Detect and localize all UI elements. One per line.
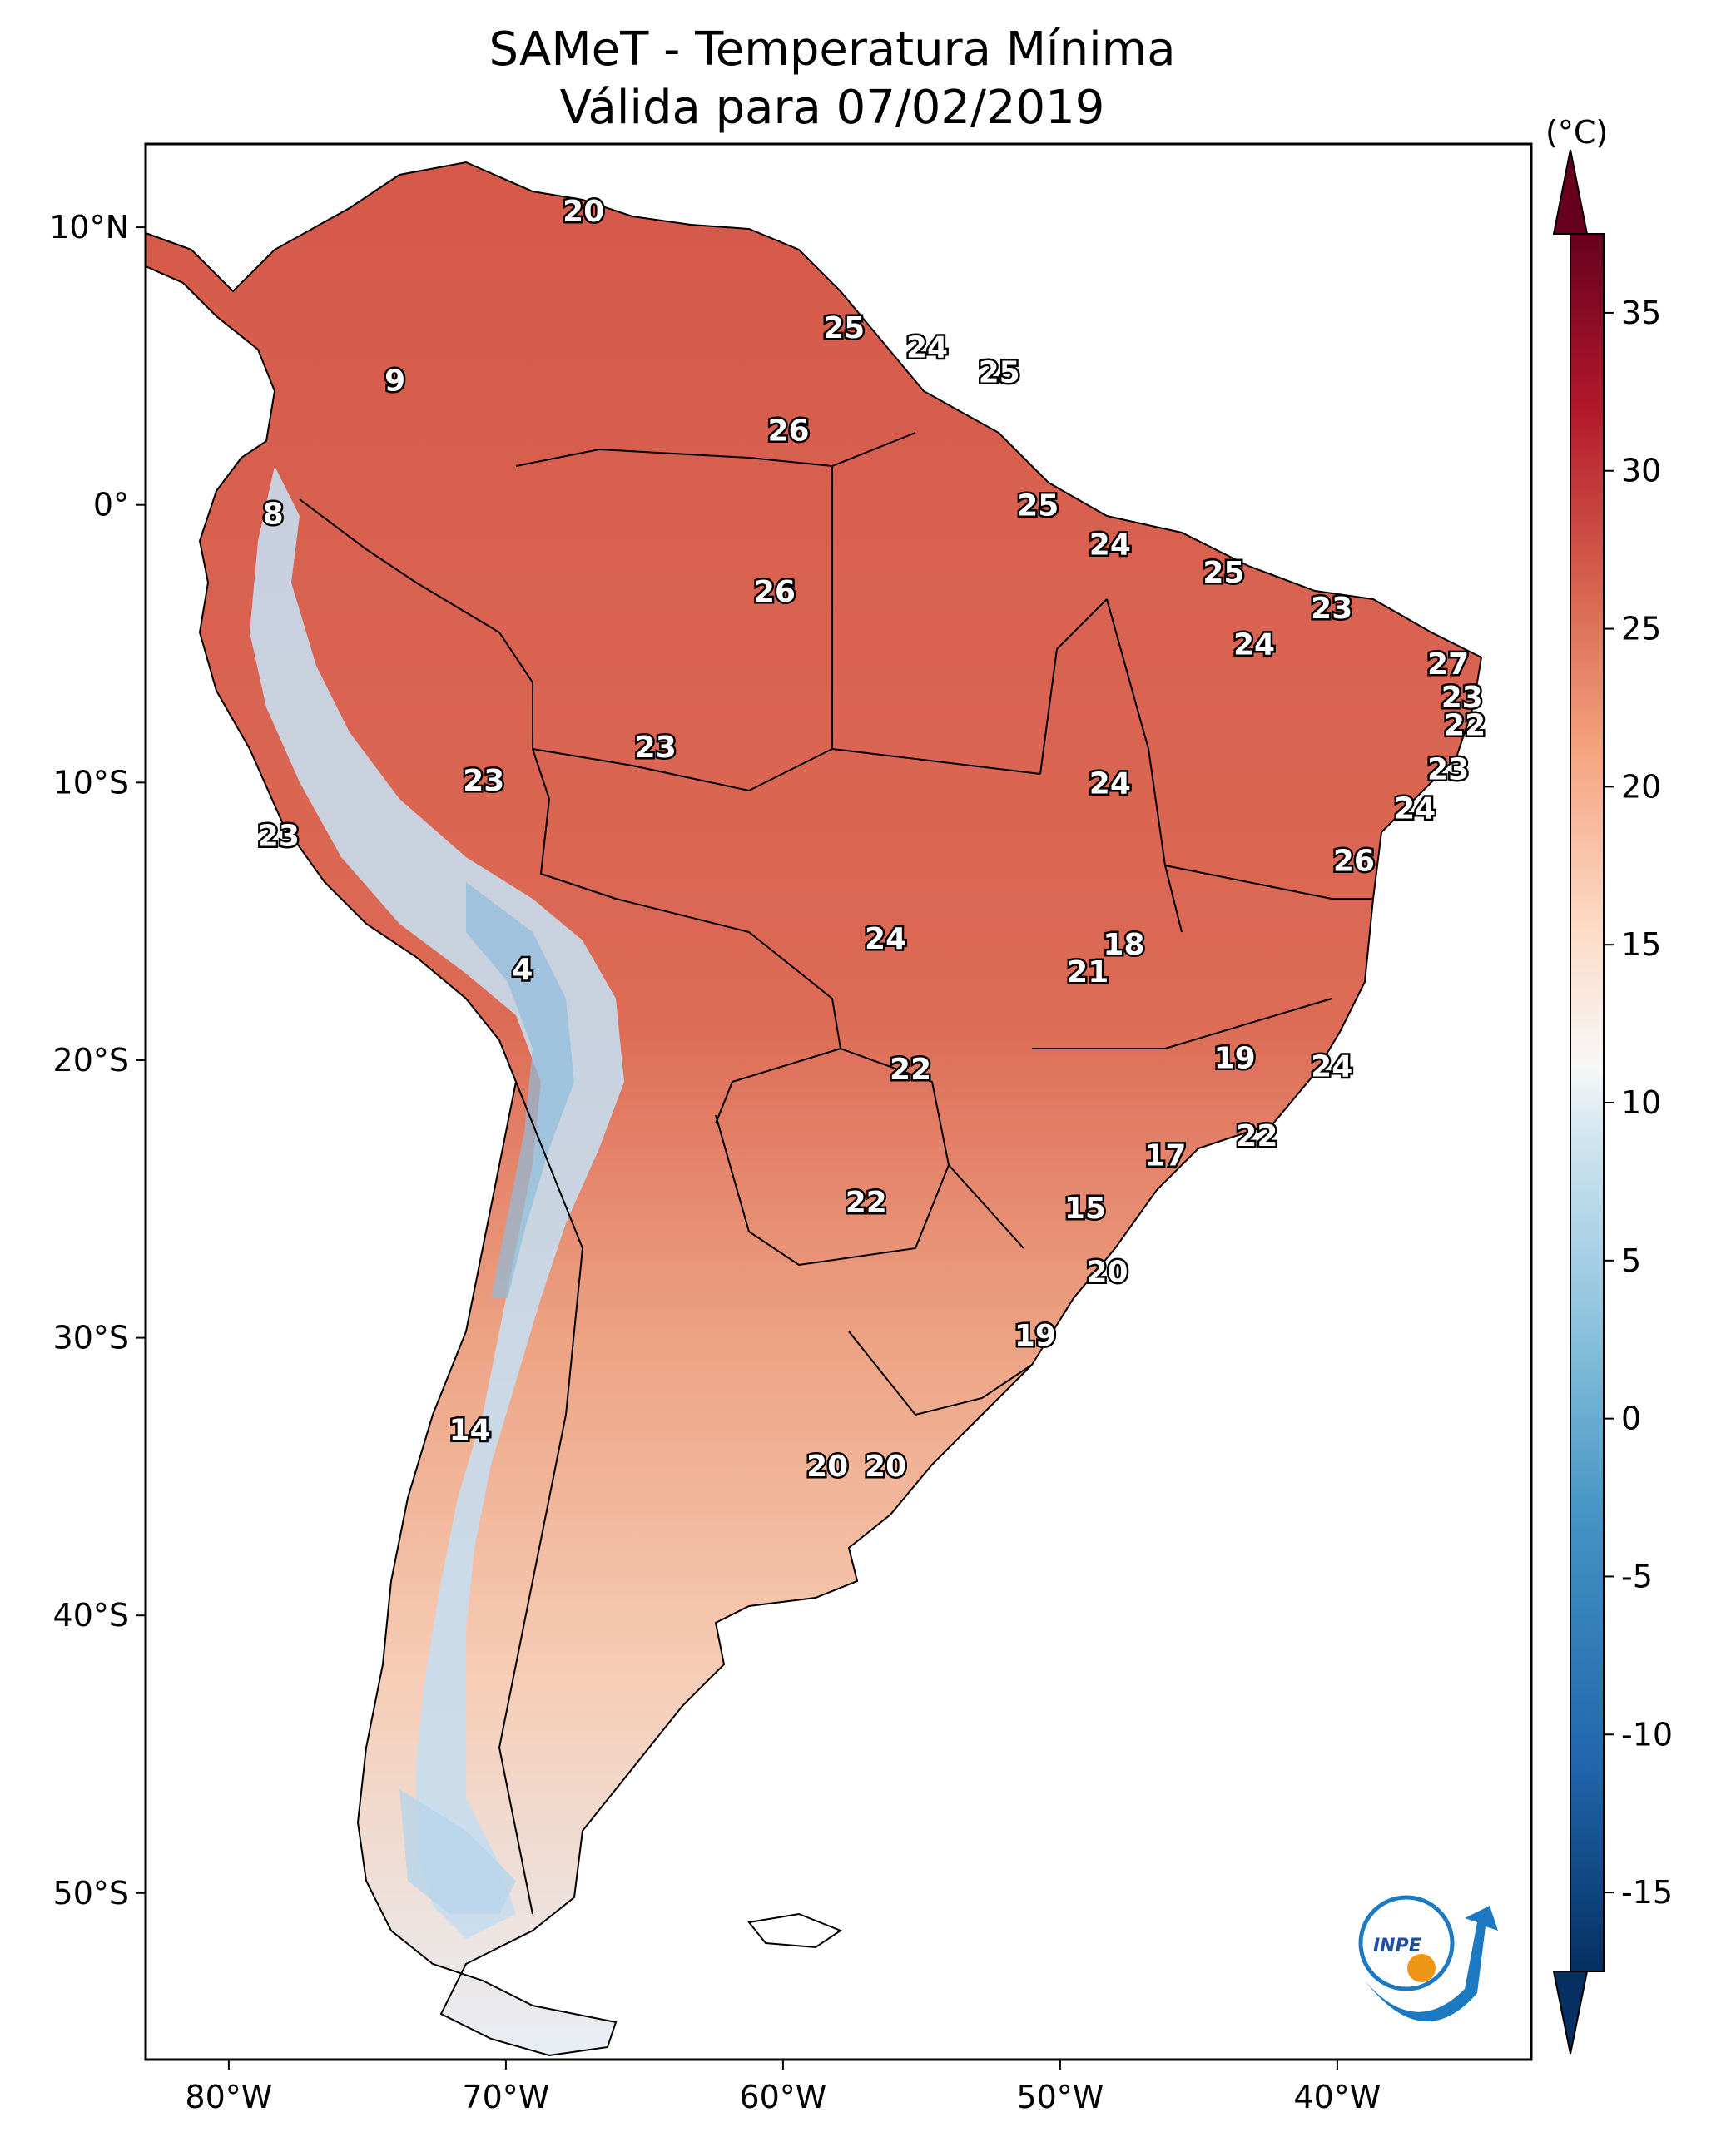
logo-ring bbox=[1358, 1895, 1455, 1991]
temperature-label: 20 bbox=[1086, 1256, 1128, 1290]
colorbar-tick-label: -10 bbox=[1621, 1716, 1673, 1753]
temperature-label: 25 bbox=[979, 356, 1020, 390]
andes-cold-band bbox=[250, 466, 624, 1939]
logo-text: INPE bbox=[1373, 1936, 1421, 1956]
temperature-label: 24 bbox=[865, 922, 906, 956]
colorbar-gradient bbox=[1570, 233, 1605, 1972]
temperature-label: 4 bbox=[512, 953, 533, 987]
lon-tick-label: 40°W bbox=[1293, 2079, 1381, 2115]
south-america-landmass bbox=[146, 161, 1483, 2057]
colorbar-tick-label: -5 bbox=[1621, 1558, 1653, 1594]
map-title: SAMeT - Temperatura Mínima bbox=[489, 22, 1175, 77]
temperature-label: 26 bbox=[754, 575, 796, 609]
temperature-label: 23 bbox=[1441, 681, 1483, 715]
temperature-label: 21 bbox=[1067, 955, 1109, 989]
temperature-label: 20 bbox=[865, 1450, 906, 1484]
lat-tick-label: 30°S bbox=[53, 1320, 129, 1356]
colorbar: (°C) 35 30 25 20 15 10 5 0 -5 -10 -15 bbox=[1545, 114, 1673, 2055]
colorbar-tick-label: 25 bbox=[1621, 611, 1661, 647]
lon-tick-label: 50°W bbox=[1016, 2079, 1104, 2115]
temperature-label: 24 bbox=[1311, 1050, 1352, 1084]
logo-arc bbox=[1365, 1906, 1498, 2022]
temperature-label: 8 bbox=[263, 498, 284, 532]
temperature-label: 19 bbox=[1214, 1042, 1256, 1076]
lon-tick-label: 80°W bbox=[185, 2079, 272, 2115]
temperature-label: 14 bbox=[449, 1414, 491, 1448]
temperature-label: 25 bbox=[1017, 489, 1059, 523]
lat-tick-label: 20°S bbox=[53, 1042, 129, 1078]
temperature-label: 9 bbox=[384, 364, 405, 399]
map-subtitle: Válida para 07/02/2019 bbox=[560, 81, 1105, 135]
logo-dot bbox=[1407, 1954, 1436, 1982]
latitude-labels: 10°N 0° 10°S 20°S 30°S 40°S 50°S bbox=[49, 209, 146, 1912]
temperature-label: 25 bbox=[823, 311, 865, 345]
country-borders bbox=[299, 432, 1373, 1915]
temperature-label: 23 bbox=[258, 820, 300, 854]
map-frame bbox=[144, 142, 1533, 2061]
colorbar-tick-label: 20 bbox=[1621, 768, 1661, 805]
colorbar-tick-label: 35 bbox=[1621, 295, 1661, 331]
lat-tick-label: 10°S bbox=[53, 764, 129, 801]
colorbar-bottom-arrow bbox=[1552, 1971, 1589, 2055]
lat-tick-label: 10°N bbox=[49, 209, 129, 245]
lon-tick-label: 60°W bbox=[739, 2079, 826, 2115]
colorbar-tick-label: 10 bbox=[1621, 1084, 1661, 1121]
temperature-label: 26 bbox=[768, 414, 810, 449]
temperature-label: 24 bbox=[1089, 766, 1131, 801]
colorbar-tick-label: -15 bbox=[1621, 1874, 1673, 1911]
temperature-label: 23 bbox=[1311, 592, 1352, 626]
map-area bbox=[146, 161, 1483, 2057]
colorbar-top-arrow bbox=[1552, 149, 1589, 235]
lon-tick-label: 70°W bbox=[462, 2079, 549, 2115]
temperature-label: 24 bbox=[1233, 628, 1275, 662]
inpe-logo: INPE bbox=[1358, 1895, 1498, 2022]
temperature-label: 27 bbox=[1427, 647, 1469, 682]
temperature-label: 22 bbox=[1444, 708, 1486, 742]
temperature-label: 24 bbox=[906, 331, 948, 365]
andes-colder-core bbox=[466, 882, 574, 1298]
patagonia-cool bbox=[399, 1789, 516, 1914]
temperature-label: 25 bbox=[1203, 556, 1244, 590]
colorbar-unit: (°C) bbox=[1545, 114, 1608, 151]
temperature-label: 22 bbox=[1236, 1119, 1277, 1153]
colorbar-tick-label: 15 bbox=[1621, 926, 1661, 963]
temperature-label: 18 bbox=[1103, 928, 1144, 962]
temperature-label: 17 bbox=[1144, 1138, 1186, 1173]
temperature-label: 26 bbox=[1333, 845, 1375, 879]
lat-tick-label: 50°S bbox=[53, 1875, 129, 1912]
temperature-label: 20 bbox=[806, 1450, 848, 1484]
falkland-islands bbox=[747, 1912, 843, 1949]
temperature-label: 24 bbox=[1394, 791, 1436, 826]
lat-tick-label: 40°S bbox=[53, 1597, 129, 1634]
temperature-label: 15 bbox=[1064, 1192, 1106, 1226]
lat-tick-label: 0° bbox=[93, 487, 129, 523]
temperature-label: 20 bbox=[563, 195, 604, 229]
temperature-label: 23 bbox=[1427, 753, 1469, 787]
colorbar-tick-label: 5 bbox=[1621, 1242, 1641, 1279]
colorbar-tick-label: 0 bbox=[1621, 1401, 1641, 1437]
temperature-label: 23 bbox=[463, 764, 504, 798]
colorbar-ticks: 35 30 25 20 15 10 5 0 -5 -10 -15 bbox=[1604, 295, 1673, 1911]
temperature-label: 22 bbox=[890, 1053, 931, 1087]
temperature-label: 23 bbox=[635, 731, 677, 765]
temperature-label: 22 bbox=[846, 1186, 887, 1220]
temperature-label: 24 bbox=[1089, 528, 1131, 562]
temperature-label: 19 bbox=[1014, 1319, 1056, 1353]
longitude-labels: 80°W 70°W 60°W 50°W 40°W bbox=[185, 2060, 1381, 2115]
colorbar-tick-label: 30 bbox=[1621, 453, 1661, 489]
